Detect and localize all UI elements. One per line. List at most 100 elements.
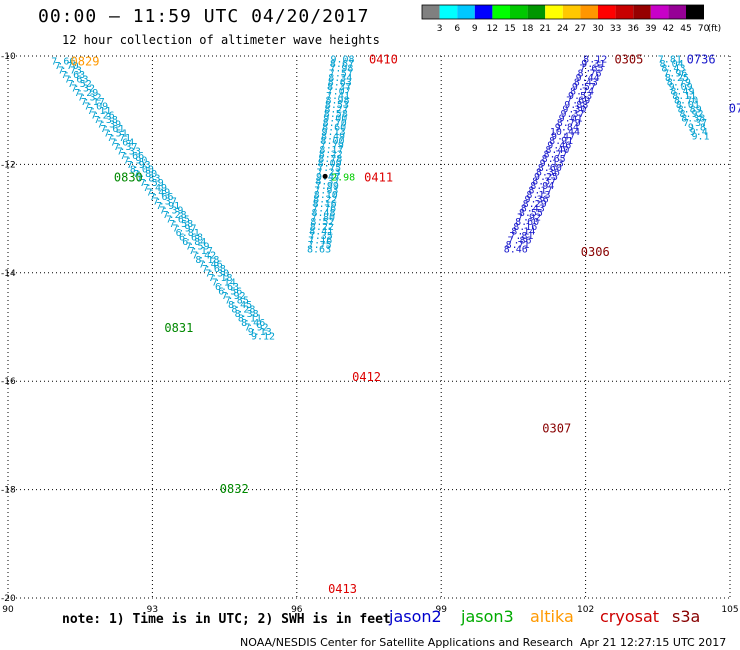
swh-value-jason3: 7.49	[143, 183, 167, 194]
swh-value-jason2: 8.94	[530, 181, 554, 192]
colorbar-tick-label: 12	[487, 24, 498, 34]
swh-value-jason2: 8.36	[536, 168, 560, 179]
swh-value-jason2: 8.14	[511, 226, 535, 237]
swh-value-jason3: 7.32	[77, 92, 101, 103]
swh-value-jason3: 7.80	[133, 169, 157, 180]
swh-value-jason3: 8.16	[313, 199, 337, 210]
pass-time-label: 0411	[364, 170, 393, 184]
swh-value-jason2: 10.44	[550, 127, 580, 138]
swh-value-jason3: 7.39	[97, 120, 121, 131]
swh-value-jason3: 7.93	[314, 186, 338, 197]
lon-tick-label: 96	[291, 605, 303, 615]
swh-value-jason2: 9.53	[568, 91, 592, 102]
colorbar-swatch	[598, 5, 616, 19]
swh-value-jason2: 9.25	[534, 172, 558, 183]
swh-value-jason3: 9.00	[323, 113, 347, 124]
page-title: 00:00 – 11:59 UTC 04/20/2017	[38, 6, 370, 27]
swh-value-jason2: 9.84	[555, 122, 579, 133]
swh-value-jason3: 8.89	[678, 104, 702, 115]
swh-value-jason3: 7.58	[169, 219, 193, 230]
swh-value-jason3: 8.70	[323, 118, 347, 129]
colorbar-frame	[421, 4, 705, 20]
lat-tick-label: -14	[1, 269, 16, 279]
swh-value-jason3: 8.25	[665, 73, 689, 84]
swh-value-jason3: 7.11	[87, 106, 111, 117]
swh-value-jason3: 7.64	[110, 138, 134, 149]
generated-timestamp: Apr 21 12:27:15 UTC 2017	[580, 636, 727, 649]
swh-value-jason2: 9.46	[547, 140, 571, 151]
swh-value-jason3: 9.08	[330, 55, 354, 66]
swh-value-jason3: 7.59	[186, 241, 210, 252]
swh-value-jason3: 6.63	[215, 282, 239, 293]
swh-value-jason3: 7.75	[317, 163, 341, 174]
swh-value-jason2: 8.43	[521, 204, 545, 215]
colorbar-tick-label: 6	[454, 24, 460, 34]
swh-value-jason3: 9.1	[691, 131, 709, 142]
swh-value-jason2: 9.44	[576, 73, 600, 84]
swh-value-jason3: 8.58	[324, 109, 348, 120]
pass-time-label: 0736	[687, 53, 716, 67]
swh-value-jason3: 8.22	[319, 150, 343, 161]
swh-value-jason3: 7.79	[320, 140, 344, 151]
swh-value-jason3: 7.37	[113, 142, 137, 153]
swh-value-jason2: 8.12	[583, 55, 607, 66]
swh-value-jason3: 7.17	[189, 246, 213, 257]
swh-value-jason3: 9.4	[690, 127, 708, 138]
swh-value-jason3: 7.80	[311, 213, 335, 224]
swh-value-jason3: 7.61	[100, 124, 124, 135]
swh-value-jason2: 7.92	[517, 213, 541, 224]
swh-value-jason3: 8.22	[313, 195, 337, 206]
colorbar-tick-label: 45	[680, 24, 691, 34]
swh-value-jason3: 7.63	[64, 74, 88, 85]
swh-value-jason3: 7.93	[127, 160, 151, 171]
swh-value-jason2: 8.77	[543, 150, 567, 161]
swh-value-jason3: 7.42	[192, 250, 216, 261]
swh-value-jason3: 7.37	[683, 118, 707, 129]
swh-value-jason3: 8.43	[661, 64, 685, 75]
swh-value-jason3: 7.96	[663, 68, 687, 79]
colorbar-swatch	[650, 5, 669, 19]
colorbar-swatch	[633, 5, 651, 19]
jason3-swh-green: 2.98	[331, 172, 355, 183]
swh-value-jason3: 8.70	[674, 95, 698, 106]
swh-value-jason2: 9.30	[562, 104, 586, 115]
swh-value-jason2: 9.37	[560, 109, 584, 120]
swh-value-jason3: 7.37	[153, 196, 177, 207]
swh-value-jason3: 8.38	[235, 309, 259, 320]
swh-value-jason3: 7.29	[74, 88, 98, 99]
swh-value-jason3: 8.11	[672, 91, 696, 102]
swh-value-jason3: 9.12	[251, 332, 275, 343]
colorbar-tick-label: 36	[627, 24, 639, 34]
swh-value-jason2: 7.69	[566, 95, 590, 106]
swh-value-jason3: 7.17	[81, 97, 105, 108]
swh-value-jason3: 8.53	[325, 100, 349, 111]
swh-value-jason3: 7.71	[107, 133, 131, 144]
swh-value-jason3: 7.99	[315, 181, 339, 192]
swh-value-jason3: 7.59	[140, 178, 164, 189]
swh-value-jason2: 8.76	[578, 68, 602, 79]
colorbar-swatch	[527, 5, 546, 19]
swh-value-jason3: 8.09	[318, 159, 342, 170]
swh-value-jason2: 9.57	[572, 82, 596, 93]
pass-time-label: 0410	[369, 53, 398, 67]
swh-value-jason3: 9.8	[688, 122, 706, 133]
page-subtitle: 12 hour collection of altimeter wave hei…	[62, 33, 380, 47]
swh-value-jason3: 8.79	[667, 77, 691, 88]
swh-value-jason3: 8.60	[322, 122, 346, 133]
swh-value-jason3: 7.16	[308, 235, 332, 246]
swh-value-jason3: 7.75	[308, 240, 332, 251]
swh-value-jason3: 8.37	[327, 82, 351, 93]
swh-value-jason3: 8.04	[660, 59, 684, 70]
colorbar-tick-label: 33	[610, 24, 621, 34]
swh-value-jason2: 8.37	[532, 177, 556, 188]
swh-value-jason2: 8.16	[513, 222, 537, 233]
swh-value-jason3: 7.28	[163, 210, 187, 221]
swh-value-jason3: 7.14	[212, 278, 236, 289]
swh-value-jason3: 7.76	[312, 204, 336, 215]
swh-value-jason3: 7.57	[329, 68, 353, 79]
colorbar-swatch	[545, 5, 563, 19]
swh-value-jason3: 9.13	[322, 127, 346, 138]
swh-value-jason3: 7.81	[658, 55, 682, 66]
swh-value-jason2: 9.47	[551, 131, 575, 142]
swh-value-jason3: 7.33	[117, 147, 141, 158]
